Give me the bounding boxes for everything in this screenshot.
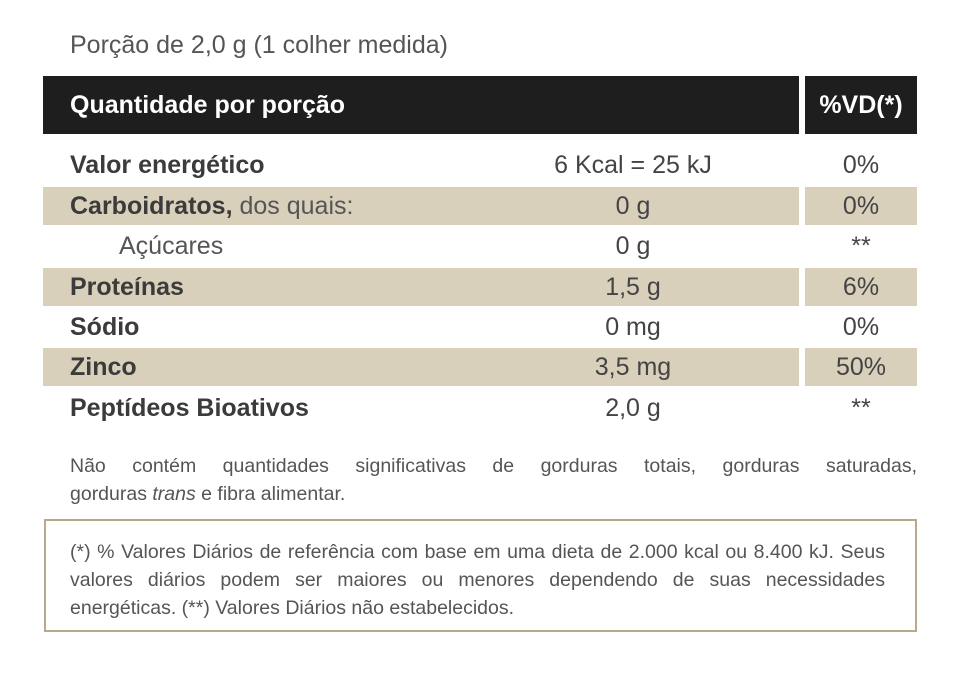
note-line-2-start: gorduras (70, 483, 153, 505)
serving-size: Porção de 2,0 g (1 colher medida) (70, 31, 448, 59)
nutrient-name: Valor energético (70, 151, 265, 179)
table-row-proteinas: Proteínas 1,5 g 6% (43, 268, 917, 306)
table-row-zinco: Zinco 3,5 mg 50% (43, 348, 917, 386)
nutrient-name: Sódio (70, 313, 140, 341)
nutrient-name: Proteínas (70, 273, 184, 301)
nutrient-vd: 0% (842, 151, 880, 179)
nutrient-vd: ** (851, 232, 871, 260)
nutrient-vd: 6% (842, 273, 880, 301)
table-row-carboidratos: Carboidratos, dos quais: 0 g 0% (43, 187, 917, 225)
nutrient-name: Peptídeos Bioativos (70, 394, 309, 422)
vd-header: %VD(*) (805, 76, 917, 134)
nutrient-vd: 0% (842, 313, 880, 341)
note-line-1: Não contém quantidades significativas de… (70, 455, 917, 477)
nutrient-vd: 50% (835, 353, 887, 381)
table-row-peptideos-bioativos: Peptídeos Bioativos 2,0 g ** (43, 389, 917, 427)
note-line-2-italic: trans (152, 483, 196, 505)
nutrient-amount: 0 mg (605, 313, 661, 341)
nutrient-vd: 0% (842, 192, 880, 220)
footnote-box: (*) % Valores Diários de referência com … (44, 519, 917, 632)
table-row-valor-energetico: Valor energético 6 Kcal = 25 kJ 0% (43, 146, 917, 184)
footnote-text: (*) % Valores Diários de referência com … (70, 541, 885, 619)
nutrient-amount: 0 g (615, 192, 651, 220)
note-line-2-end: e fibra alimentar. (195, 483, 346, 505)
nutrient-vd: ** (851, 394, 871, 422)
quantity-header: Quantidade por porção (43, 76, 799, 134)
nutrient-name: Zinco (70, 353, 137, 381)
nutrient-amount: 0 g (615, 232, 651, 260)
nutrient-amount: 3,5 mg (594, 353, 672, 381)
not-significant-note: Não contém quantidades significativas de… (70, 452, 917, 508)
table-row-acucares: Açúcares 0 g ** (43, 227, 917, 265)
nutrient-name: Açúcares (119, 232, 224, 260)
nutrient-amount: 6 Kcal = 25 kJ (554, 151, 712, 179)
quantity-header-label: Quantidade por porção (70, 91, 346, 119)
table-row-sodio: Sódio 0 mg 0% (43, 308, 917, 346)
nutrient-name: Carboidratos, dos quais: (70, 192, 354, 220)
nutrient-amount: 1,5 g (605, 273, 661, 301)
vd-header-label: %VD(*) (819, 91, 903, 119)
nutrient-amount: 2,0 g (605, 394, 661, 422)
